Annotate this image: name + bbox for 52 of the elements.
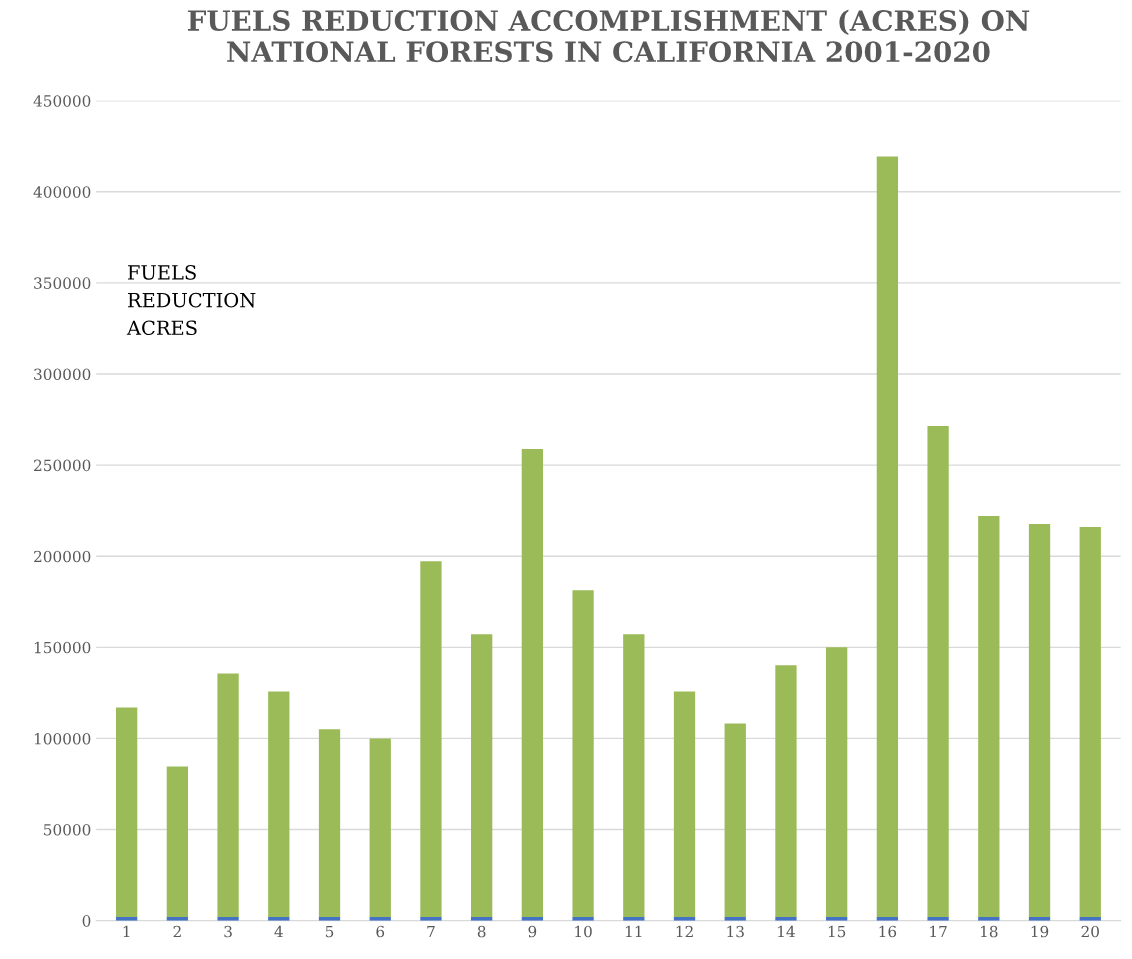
bar (826, 647, 848, 917)
bar (268, 691, 290, 917)
x-tick-label: 9 (528, 925, 537, 938)
x-tick-label: 6 (376, 925, 385, 938)
bar (1028, 524, 1051, 917)
x-tick-label: 10 (575, 925, 592, 938)
bar (420, 561, 442, 917)
y-tick-label: 200000 (34, 550, 91, 563)
bar (775, 665, 797, 917)
bar (369, 738, 391, 917)
x-tick-label: 3 (224, 925, 232, 938)
x-tick-label: 12 (676, 925, 693, 938)
y-tick-label: 0 (82, 915, 91, 927)
x-tick-label: 19 (1031, 925, 1049, 938)
bar (673, 691, 696, 917)
y-tick-label: 100000 (34, 732, 91, 745)
x-tick-label: 7 (427, 925, 435, 938)
x-tick-label: 4 (274, 925, 283, 938)
x-tick-label: 11 (625, 925, 642, 938)
bar (166, 766, 189, 917)
y-tick-label: 50000 (44, 824, 91, 836)
y-tick-label: 350000 (34, 277, 91, 289)
x-tick-label: 16 (879, 925, 897, 938)
y-tick-label: 150000 (34, 641, 91, 654)
bar (521, 449, 544, 917)
bar (724, 723, 746, 917)
y-tick-label: 300000 (34, 368, 91, 381)
x-tick-label: 18 (980, 925, 998, 938)
bar (1079, 527, 1101, 917)
bar (116, 707, 138, 917)
bar (978, 516, 1000, 917)
x-tick-label: 17 (930, 925, 947, 938)
x-tick-label: 2 (173, 925, 181, 938)
x-tick-label: 5 (325, 925, 334, 938)
x-tick-label: 8 (477, 925, 486, 938)
bar (927, 425, 949, 917)
x-tick-label: 13 (727, 925, 744, 938)
x-tick-label: 15 (828, 925, 846, 938)
chart-title: FUELS REDUCTION ACCOMPLISHMENT (ACRES) ON NATIONAL FORESTS IN CALIFORNIA 2001-2020 (187, 9, 1030, 63)
x-tick-label: 1 (123, 925, 130, 938)
annotation: FUELS REDUCTION ACRES (126, 265, 256, 336)
bar (471, 634, 493, 917)
y-tick-label: 400000 (33, 186, 91, 198)
bar (217, 673, 239, 917)
bar (623, 634, 645, 917)
x-tick-label: 14 (778, 925, 795, 938)
bar (318, 729, 341, 917)
y-tick-label: 450000 (33, 95, 91, 107)
bar (572, 590, 594, 917)
x-tick-label: 20 (1081, 925, 1099, 938)
bar (876, 156, 899, 917)
y-tick-label: 250000 (34, 459, 91, 472)
